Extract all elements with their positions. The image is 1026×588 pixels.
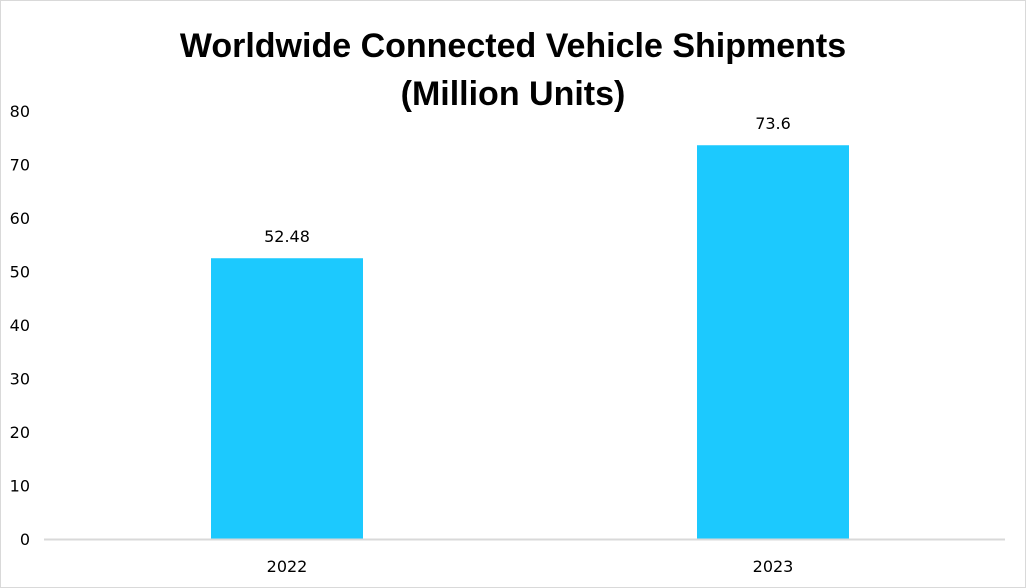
y-tick-label: 60 — [10, 209, 30, 228]
chart-title-line-2: (Million Units) — [401, 75, 626, 113]
y-tick-label: 30 — [10, 370, 30, 389]
data-label: 73.6 — [755, 114, 791, 133]
y-tick-label: 80 — [10, 102, 30, 121]
x-tick-label: 2023 — [753, 557, 794, 576]
x-tick-label: 2022 — [267, 557, 308, 576]
chart-title-line-1: Worldwide Connected Vehicle Shipments — [180, 27, 846, 65]
data-label: 52.48 — [264, 227, 310, 246]
y-tick-label: 40 — [10, 316, 30, 335]
y-tick-label: 0 — [20, 530, 30, 549]
bar-2023 — [697, 145, 849, 540]
y-tick-label: 10 — [10, 477, 30, 496]
y-tick-label: 20 — [10, 423, 30, 442]
y-tick-label: 50 — [10, 263, 30, 282]
bar-2022 — [211, 258, 363, 539]
y-tick-label: 70 — [10, 156, 30, 175]
